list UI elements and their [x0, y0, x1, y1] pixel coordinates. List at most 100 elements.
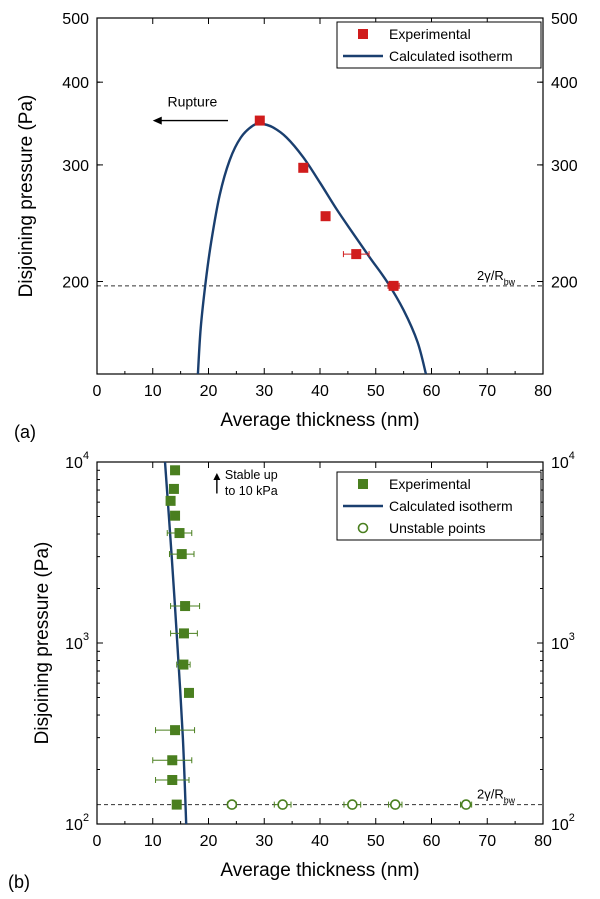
y-tick-label-right: 102 [551, 812, 575, 834]
x-tick-label: 70 [478, 833, 496, 850]
y-tick-label-base: 10 [65, 636, 83, 653]
data-point-square [170, 465, 181, 476]
data-point-square [174, 528, 185, 539]
data-point-square [298, 162, 309, 173]
x-tick-label: 30 [255, 833, 273, 850]
x-tick-label: 60 [423, 383, 441, 400]
data-point-square [167, 775, 178, 786]
legend-square-swatch [358, 479, 368, 489]
x-tick-label: 40 [311, 833, 329, 850]
y-tick-label-right-base: 10 [551, 817, 569, 834]
data-point-square [178, 659, 189, 670]
isotherm-curve [196, 122, 428, 374]
x-tick-label: 0 [93, 833, 102, 850]
legend-square-swatch [358, 29, 368, 39]
y-tick-label-base: 10 [65, 817, 83, 834]
data-point-square [165, 495, 176, 506]
y-tick-label: 400 [62, 75, 89, 92]
panel-label: (b) [8, 872, 30, 892]
x-tick-label: 10 [144, 383, 162, 400]
reference-line-label: 2γ/Rbw [477, 268, 516, 287]
x-tick-label: 40 [311, 383, 329, 400]
legend-label: Unstable points [389, 520, 486, 536]
legend-label: Experimental [389, 26, 471, 42]
data-point-square [320, 211, 331, 222]
y-tick-label-right: 200 [551, 275, 578, 292]
y-tick-label: 200 [62, 275, 89, 292]
legend-label: Experimental [389, 476, 471, 492]
reference-line-label-base: 2γ/R [477, 268, 504, 283]
data-point-square [178, 628, 189, 639]
x-tick-label: 10 [144, 833, 162, 850]
data-point-square [170, 725, 181, 736]
rupture-label: Rupture [167, 94, 217, 110]
legend-label: Calculated isotherm [389, 498, 513, 514]
y-tick-label-base: 10 [65, 455, 83, 472]
y-tick-label-right-sup: 2 [569, 812, 575, 824]
y-tick-label: 104 [65, 450, 89, 472]
reference-line-label-sub: bw [504, 796, 516, 806]
reference-line-label: 2γ/Rbw [477, 787, 516, 806]
x-tick-label: 50 [367, 383, 385, 400]
y-tick-label-right: 300 [551, 158, 578, 175]
y-tick-label-right-base: 10 [551, 636, 569, 653]
y-tick-label-right: 104 [551, 450, 575, 472]
data-point-circle [389, 799, 401, 810]
data-point-circle [277, 799, 288, 810]
y-tick-label-sup: 4 [83, 450, 89, 462]
data-point-circle [226, 799, 238, 810]
data-point-circle [347, 799, 358, 810]
y-tick-label-right-base: 10 [551, 455, 569, 472]
y-tick-label-right-sup: 4 [569, 450, 575, 462]
data-point-square [180, 601, 191, 612]
data-point-square [168, 483, 179, 494]
stable-arrow-head [213, 472, 221, 480]
y-tick-label: 102 [65, 812, 89, 834]
data-point-square [176, 549, 187, 560]
data-point-square [170, 510, 181, 521]
x-tick-label: 60 [423, 833, 441, 850]
data-point-square [183, 687, 194, 698]
y-tick-label-right: 400 [551, 75, 578, 92]
x-tick-label: 70 [478, 383, 496, 400]
y-tick-label-right: 500 [551, 11, 578, 28]
y-tick-label: 300 [62, 158, 89, 175]
panel-label: (a) [14, 422, 36, 442]
y-tick-label-sup: 3 [83, 631, 89, 643]
x-axis-label: Average thickness (nm) [220, 410, 419, 431]
isotherm-curve [163, 462, 188, 824]
y-tick-label-right: 103 [551, 631, 575, 653]
x-tick-label: 20 [200, 833, 218, 850]
reference-line-label-base: 2γ/R [477, 787, 504, 802]
x-tick-label: 50 [367, 833, 385, 850]
reference-line-label-sub: bw [504, 277, 516, 287]
chart-panel-a: 2γ/Rbw 0 10 20 30 40 50 60 70 80 200 200 300 300 400 40… [14, 11, 578, 442]
x-tick-label: 80 [534, 833, 552, 850]
legend-box [336, 21, 542, 69]
data-point-square [351, 249, 362, 260]
y-axis-label: Disjoining pressure (Pa) [32, 542, 53, 745]
x-tick-label: 30 [255, 383, 273, 400]
data-point-square [388, 280, 399, 291]
x-axis-label: Average thickness (nm) [220, 860, 419, 881]
y-tick-label-sup: 2 [83, 812, 89, 824]
data-point-circle [460, 799, 472, 810]
y-axis-label: Disjoining pressure (Pa) [16, 95, 37, 298]
y-tick-label: 500 [62, 11, 89, 28]
y-tick-label: 103 [65, 631, 89, 653]
plot-frame [96, 17, 544, 375]
stable-label-line2: to 10 kPa [225, 484, 278, 498]
rupture-arrow-head [152, 116, 162, 125]
legend-circle-swatch [357, 522, 369, 534]
legend-label: Calculated isotherm [389, 48, 513, 64]
data-point-square [254, 115, 265, 126]
x-tick-label: 20 [200, 383, 218, 400]
data-point-square [167, 755, 178, 766]
x-tick-label: 80 [534, 383, 552, 400]
x-tick-label: 0 [93, 383, 102, 400]
stable-label-line1: Stable up [225, 468, 278, 482]
data-point-square [171, 799, 182, 810]
